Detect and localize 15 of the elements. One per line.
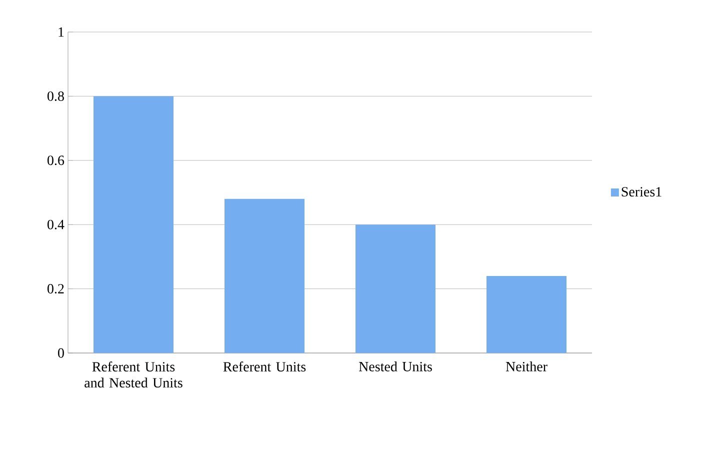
x-tick-label: Referent Units and Nested Units — [84, 362, 182, 388]
bar — [356, 224, 436, 353]
y-tick-label: 0.4 — [48, 220, 64, 230]
y-tick-label: 1 — [58, 27, 64, 37]
y-tick-label: 0.6 — [48, 156, 64, 166]
x-tick-label: Nested Units — [358, 362, 432, 372]
y-tick-label: 0.8 — [48, 91, 64, 101]
bar — [224, 198, 305, 353]
x-tick-label: Neither — [506, 362, 548, 372]
x-tick-label: Referent Units — [223, 362, 306, 372]
bar — [94, 96, 174, 353]
y-tick-label: 0 — [58, 348, 64, 358]
legend-label: Series1 — [622, 187, 662, 197]
bar — [486, 276, 567, 353]
y-tick-label: 0.2 — [48, 284, 64, 294]
